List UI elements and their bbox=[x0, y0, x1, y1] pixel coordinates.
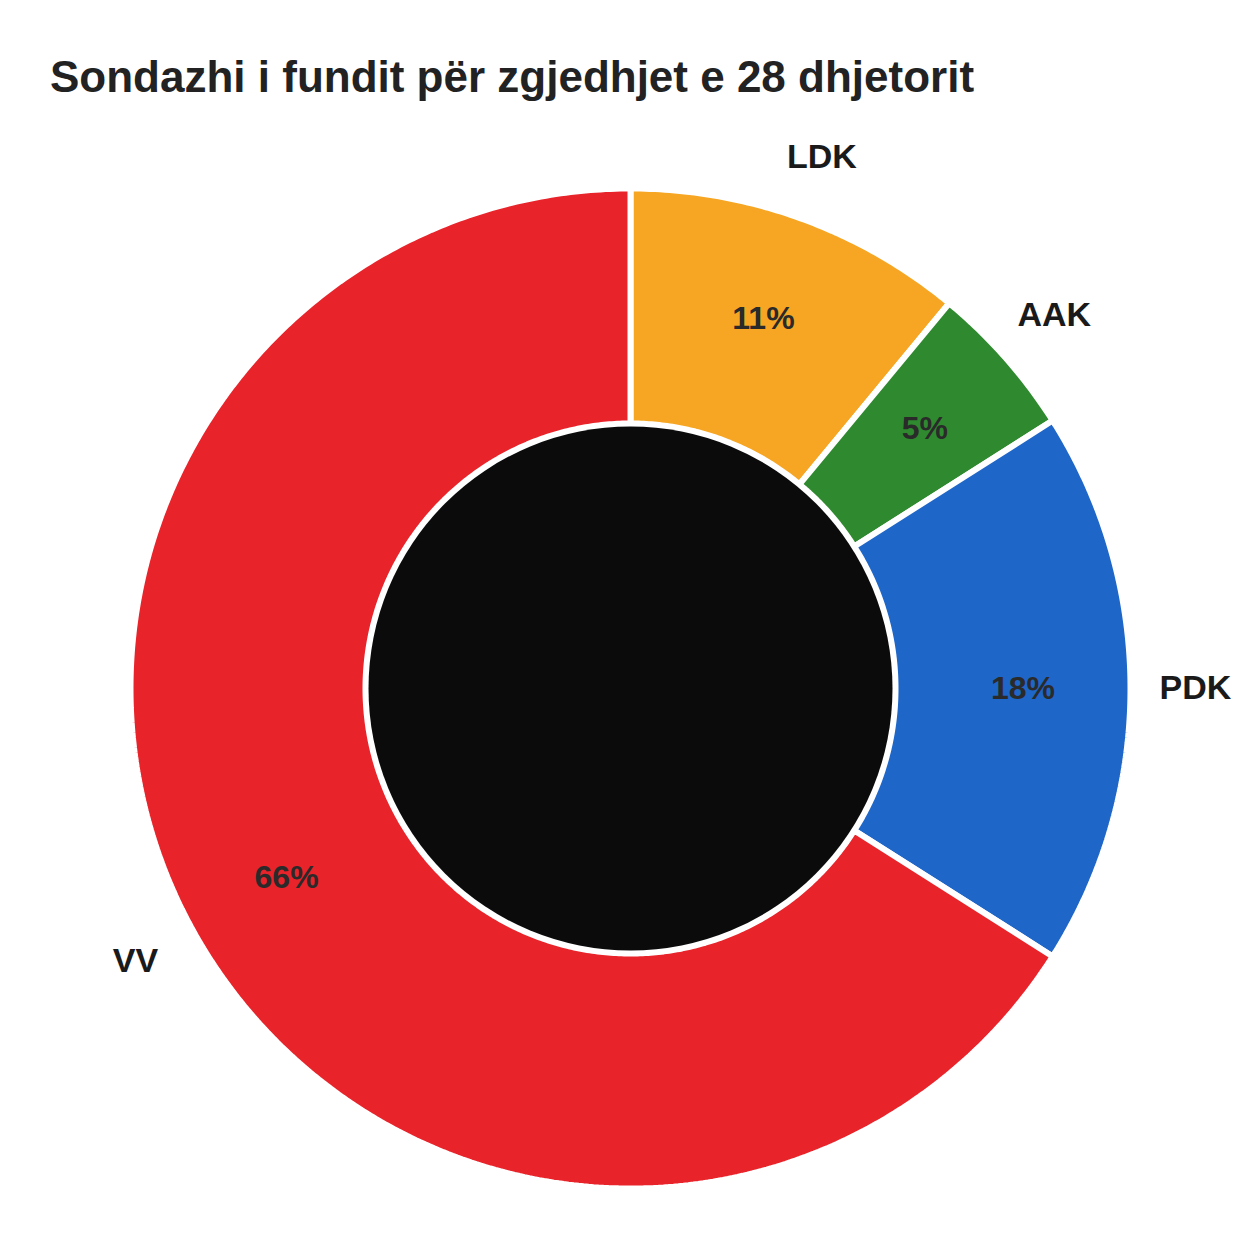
html-text:Sondazhi i fundit për zgjedhje: Sondazhi i fundit për zgjedhjet e 28 dhj… bbox=[50, 52, 974, 101]
svg-text:11%: 11% bbox=[732, 300, 794, 336]
svg-text:PDK: PDK bbox=[1160, 668, 1232, 706]
svg-text:LDK: LDK bbox=[787, 137, 857, 175]
svg-text:5%: 5% bbox=[902, 410, 948, 446]
svg-text:66%: 66% bbox=[255, 859, 319, 895]
svg-text:VV: VV bbox=[113, 941, 159, 979]
svg-text:18%: 18% bbox=[991, 670, 1055, 706]
svg-text:AAK: AAK bbox=[1017, 295, 1091, 333]
